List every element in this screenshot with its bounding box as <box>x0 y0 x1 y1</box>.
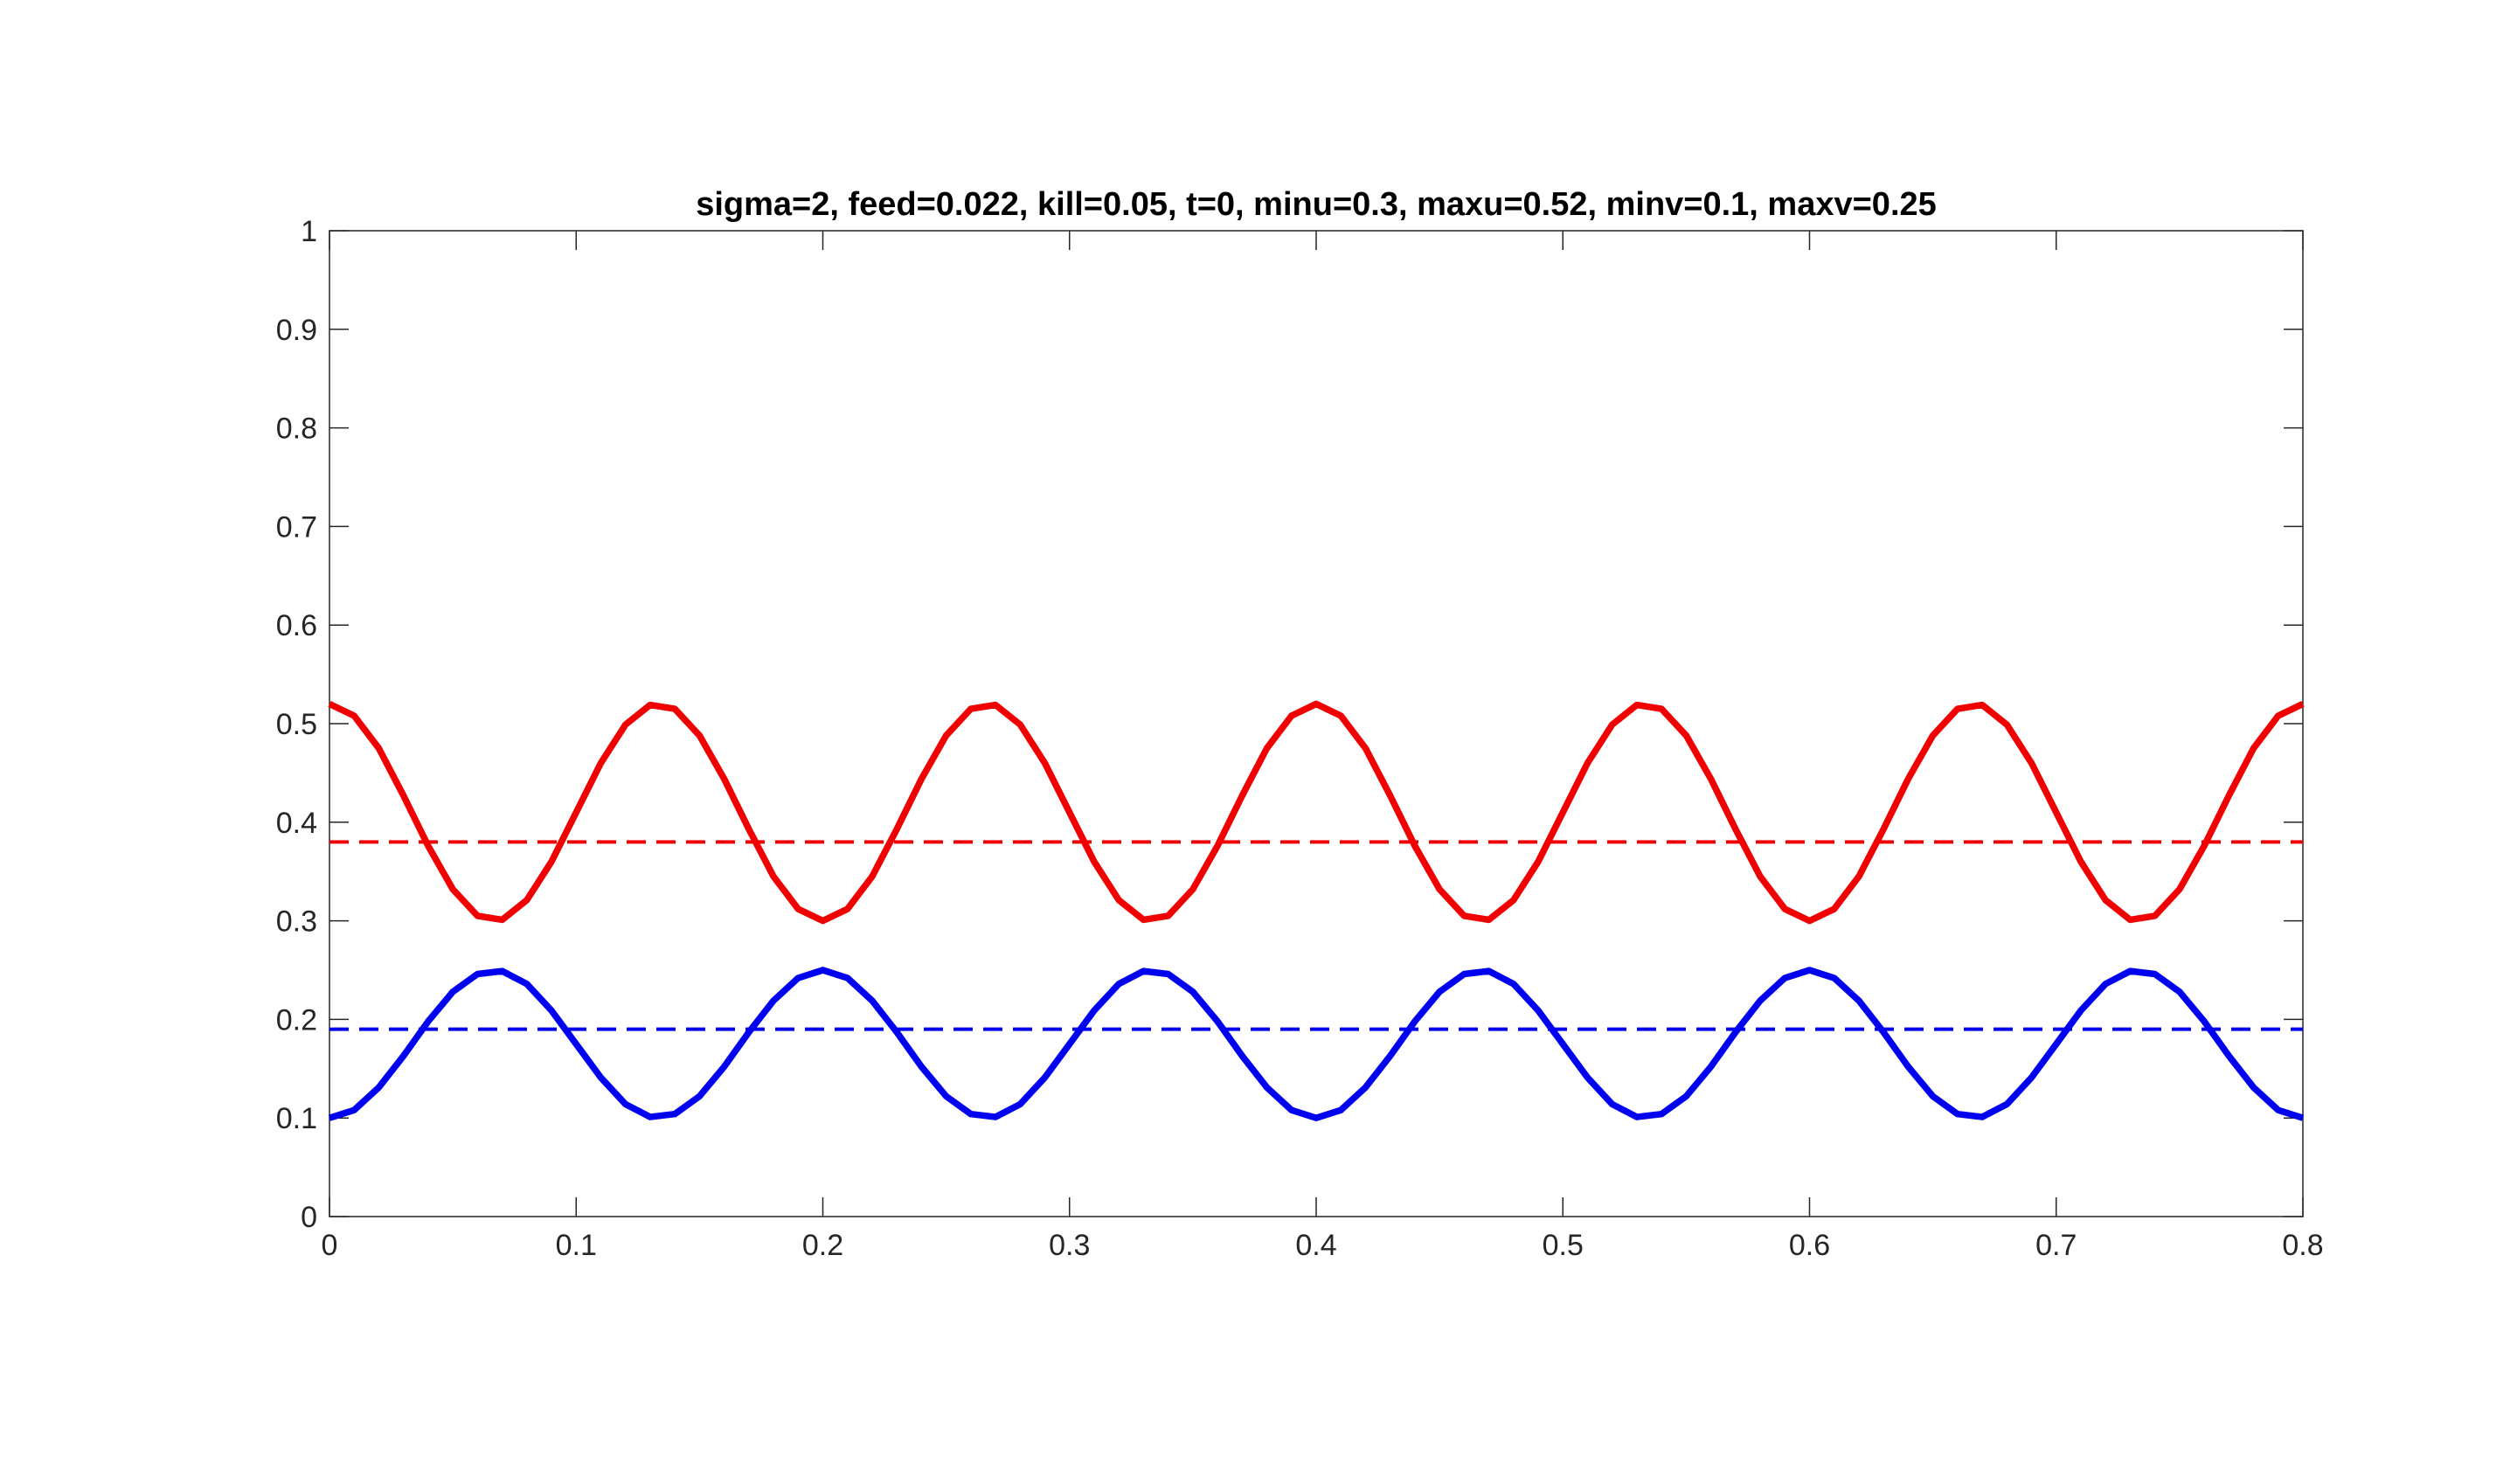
x-tick-label: 0.3 <box>1049 1229 1090 1262</box>
y-tick-label: 0.9 <box>276 314 317 347</box>
line <box>328 967 2305 1121</box>
y-tick-label: 0 <box>301 1201 317 1234</box>
y-tick-label: 1 <box>301 215 317 248</box>
x-tick-label: 0.7 <box>2035 1229 2077 1262</box>
y-tick-label: 0.2 <box>276 1003 317 1037</box>
y-tick-label: 0.4 <box>276 807 317 840</box>
x-tick-label: 0.6 <box>1789 1229 1830 1262</box>
x-tick-label: 0.5 <box>1543 1229 1584 1262</box>
y-tick-label: 0.6 <box>276 609 317 642</box>
y-tick-label: 0.3 <box>276 905 317 939</box>
line <box>328 700 2305 925</box>
y-tick-label: 0.1 <box>276 1102 317 1135</box>
y-tick-label: 0.5 <box>276 708 317 741</box>
x-tick-label: 0.2 <box>802 1229 843 1262</box>
chart-title: sigma=2, feed=0.022, kill=0.05, t=0, min… <box>696 186 1937 223</box>
plot-area <box>329 230 2304 1217</box>
x-tick-label: 0.8 <box>2282 1229 2323 1262</box>
y-tick-label: 0.7 <box>276 510 317 544</box>
x-tick-label: 0.1 <box>556 1229 597 1262</box>
x-tick-label: 0 <box>322 1229 338 1262</box>
y-tick-label: 0.8 <box>276 413 317 446</box>
x-tick-label: 0.4 <box>1295 1229 1336 1262</box>
